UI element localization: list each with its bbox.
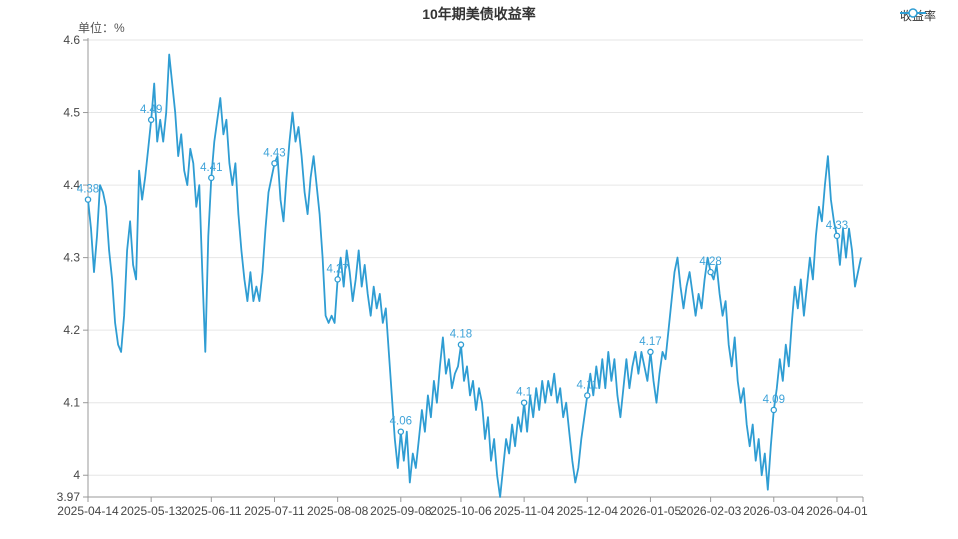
x-axis-label: 2025-12-04 <box>557 504 619 518</box>
y-axis-unit-label: 单位：% <box>78 21 125 35</box>
point-value-label: 4.38 <box>77 184 99 196</box>
x-axis-label: 2025-06-11 <box>181 504 242 518</box>
point-value-label: 4.18 <box>450 329 472 341</box>
point-value-label: 4.06 <box>390 416 412 428</box>
data-point-marker <box>147 116 155 124</box>
y-axis-label: 4.4 <box>63 178 80 192</box>
x-axis-label: 2025-05-13 <box>120 504 182 518</box>
x-axis-label: 2025-09-08 <box>370 504 432 518</box>
x-axis-label: 2025-08-08 <box>307 504 369 518</box>
point-value-label: 4.33 <box>826 220 848 232</box>
x-axis-label: 2025-10-06 <box>430 504 492 518</box>
data-point-marker <box>208 174 215 182</box>
data-point-marker <box>520 399 528 406</box>
point-value-label: 4.28 <box>699 256 721 268</box>
x-axis-label: 2025-04-14 <box>57 504 119 518</box>
y-axis-label: 4.2 <box>63 323 80 337</box>
data-point-marker <box>707 268 714 276</box>
data-point-marker <box>457 341 465 348</box>
data-point-marker <box>397 428 405 435</box>
point-value-label: 4.27 <box>326 263 348 275</box>
point-value-label: 4.09 <box>763 394 785 406</box>
data-point-marker <box>334 276 341 283</box>
y-axis-label: 4.6 <box>63 33 80 47</box>
point-value-label: 4.41 <box>200 162 222 174</box>
data-point-marker <box>833 232 841 240</box>
y-axis-label: 3.97 <box>57 490 81 504</box>
legend-line-circle-icon <box>899 8 926 18</box>
x-axis-label: 2026-02-03 <box>680 504 742 518</box>
data-point-marker <box>584 392 591 399</box>
point-value-label: 4.1 <box>516 387 532 399</box>
x-axis-label: 2026-03-04 <box>743 504 805 518</box>
x-axis-label: 2025-11-04 <box>494 504 555 518</box>
data-point-marker <box>647 348 654 356</box>
data-point-marker <box>770 406 778 414</box>
x-axis-label: 2025-07-11 <box>244 504 305 518</box>
point-value-label: 4.17 <box>639 336 661 348</box>
y-axis-label: 4.5 <box>63 106 80 120</box>
point-value-label: 4.49 <box>140 104 162 116</box>
x-axis-label: 2026-04-01 <box>806 504 868 518</box>
y-axis-label: 4 <box>73 468 80 482</box>
data-point-marker <box>271 160 278 167</box>
y-axis-label: 4.3 <box>63 251 80 265</box>
yield-series-line <box>87 53 862 498</box>
y-axis-label: 4.1 <box>63 396 80 410</box>
legend-item-yield[interactable]: 收益率 <box>899 7 936 24</box>
chart-title: 10年期美债收益率 <box>422 6 536 22</box>
data-point-marker <box>84 196 92 203</box>
x-axis-label: 2026-01-05 <box>620 504 682 518</box>
point-value-label: 4.43 <box>263 147 285 159</box>
point-value-label: 4.11 <box>577 379 599 391</box>
